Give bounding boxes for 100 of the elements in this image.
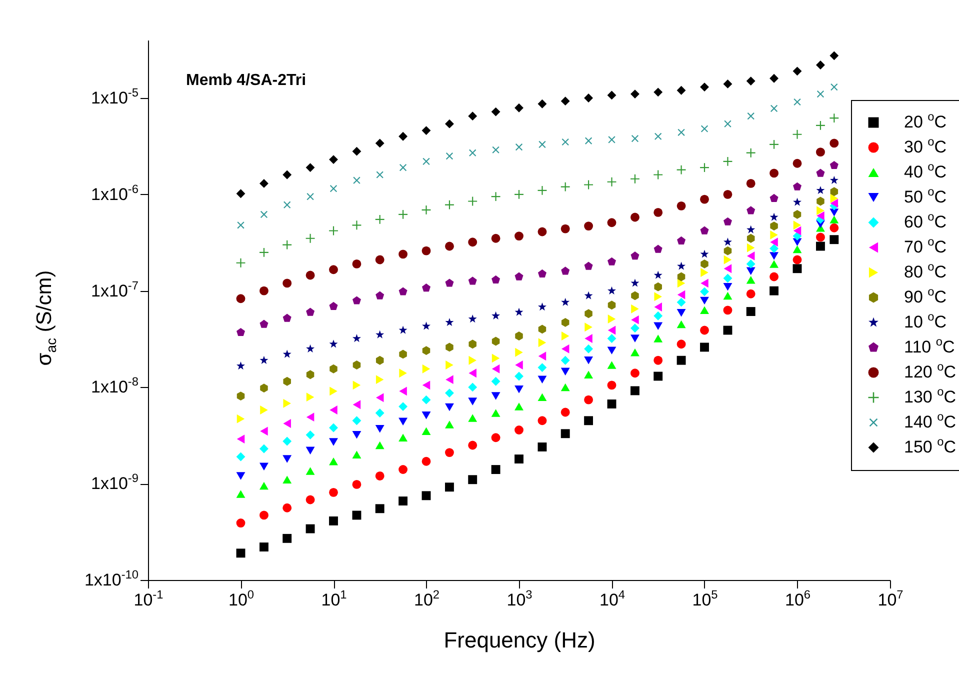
- point: [260, 406, 268, 414]
- legend-label: 140 $^{o}$C: [904, 410, 956, 432]
- point: [282, 240, 292, 250]
- point: [700, 226, 709, 234]
- point: [469, 149, 476, 156]
- point: [468, 196, 478, 206]
- point: [630, 386, 640, 396]
- point: [352, 296, 361, 304]
- legend-label: 10 $^{o}$C: [904, 310, 947, 332]
- point: [492, 275, 500, 284]
- point: [260, 320, 268, 328]
- legend-label: 130 $^{o}$C: [904, 384, 956, 406]
- point: [770, 286, 779, 296]
- point: [468, 238, 478, 247]
- point: [330, 364, 338, 374]
- point: [630, 90, 640, 99]
- point: [792, 245, 802, 254]
- point: [376, 330, 384, 338]
- point: [398, 132, 408, 141]
- point: [607, 334, 616, 343]
- point: [468, 356, 476, 365]
- point: [376, 291, 384, 300]
- x-axis-title: Frequency (Hz): [444, 628, 596, 652]
- point: [445, 318, 454, 326]
- point: [352, 334, 361, 342]
- point: [236, 452, 246, 462]
- point: [560, 224, 570, 234]
- point: [561, 266, 570, 275]
- point: [700, 125, 708, 132]
- point: [630, 348, 640, 356]
- point: [260, 384, 268, 393]
- point: [584, 262, 593, 270]
- point: [816, 60, 825, 70]
- point: [561, 332, 570, 340]
- point: [468, 414, 478, 422]
- point: [538, 140, 546, 148]
- point: [329, 155, 338, 164]
- point: [491, 465, 500, 474]
- point: [700, 250, 709, 258]
- point: [445, 278, 454, 287]
- point: [468, 398, 478, 406]
- point: [468, 368, 476, 378]
- point: [375, 408, 384, 418]
- point: [792, 264, 802, 274]
- point: [352, 431, 362, 439]
- point: [375, 214, 384, 224]
- point: [422, 456, 431, 466]
- point: [816, 168, 825, 177]
- point: [561, 298, 570, 306]
- point: [676, 201, 686, 210]
- point: [514, 385, 524, 394]
- x-tick-label: 10$^{5}$: [692, 588, 718, 610]
- point: [816, 232, 825, 242]
- legend-label: 120 $^{o}$C: [904, 360, 956, 382]
- point: [607, 257, 616, 266]
- point: [724, 120, 732, 128]
- point: [538, 338, 546, 348]
- point: [607, 346, 616, 354]
- point: [770, 252, 779, 260]
- point: [352, 400, 361, 410]
- point: [654, 208, 663, 217]
- legend-label: 30 $^{o}$C: [904, 134, 947, 156]
- point: [723, 274, 732, 283]
- point: [792, 198, 802, 206]
- point: [282, 455, 292, 463]
- point: [676, 298, 686, 307]
- point: [352, 220, 362, 230]
- point: [375, 441, 384, 450]
- point: [492, 354, 500, 363]
- point: [422, 380, 430, 390]
- point: [723, 326, 732, 335]
- point: [723, 217, 732, 226]
- point: [770, 212, 778, 221]
- x-tick-label: 10$^{1}$: [321, 588, 348, 610]
- point: [770, 194, 778, 202]
- point: [514, 454, 524, 464]
- point: [468, 475, 478, 484]
- point: [584, 334, 592, 343]
- point: [306, 308, 315, 316]
- legend-label: 50 $^{o}$C: [904, 184, 947, 206]
- point: [538, 393, 547, 401]
- point: [746, 259, 756, 268]
- point: [399, 368, 407, 378]
- legend-label: 70 $^{o}$C: [904, 234, 947, 256]
- point: [514, 103, 524, 112]
- point: [792, 130, 802, 139]
- point: [491, 392, 500, 400]
- point: [630, 334, 640, 342]
- point: [282, 503, 292, 512]
- point: [631, 135, 639, 142]
- point: [282, 314, 292, 322]
- point: [399, 350, 407, 359]
- point: [792, 255, 802, 264]
- y-tick-label: 1x10$^{-5}$: [91, 86, 139, 108]
- x-tick-label: 10$^{4}$: [599, 588, 626, 610]
- point: [792, 232, 802, 241]
- point: [723, 156, 732, 166]
- point: [398, 250, 408, 259]
- point: [700, 306, 709, 314]
- point: [491, 409, 500, 417]
